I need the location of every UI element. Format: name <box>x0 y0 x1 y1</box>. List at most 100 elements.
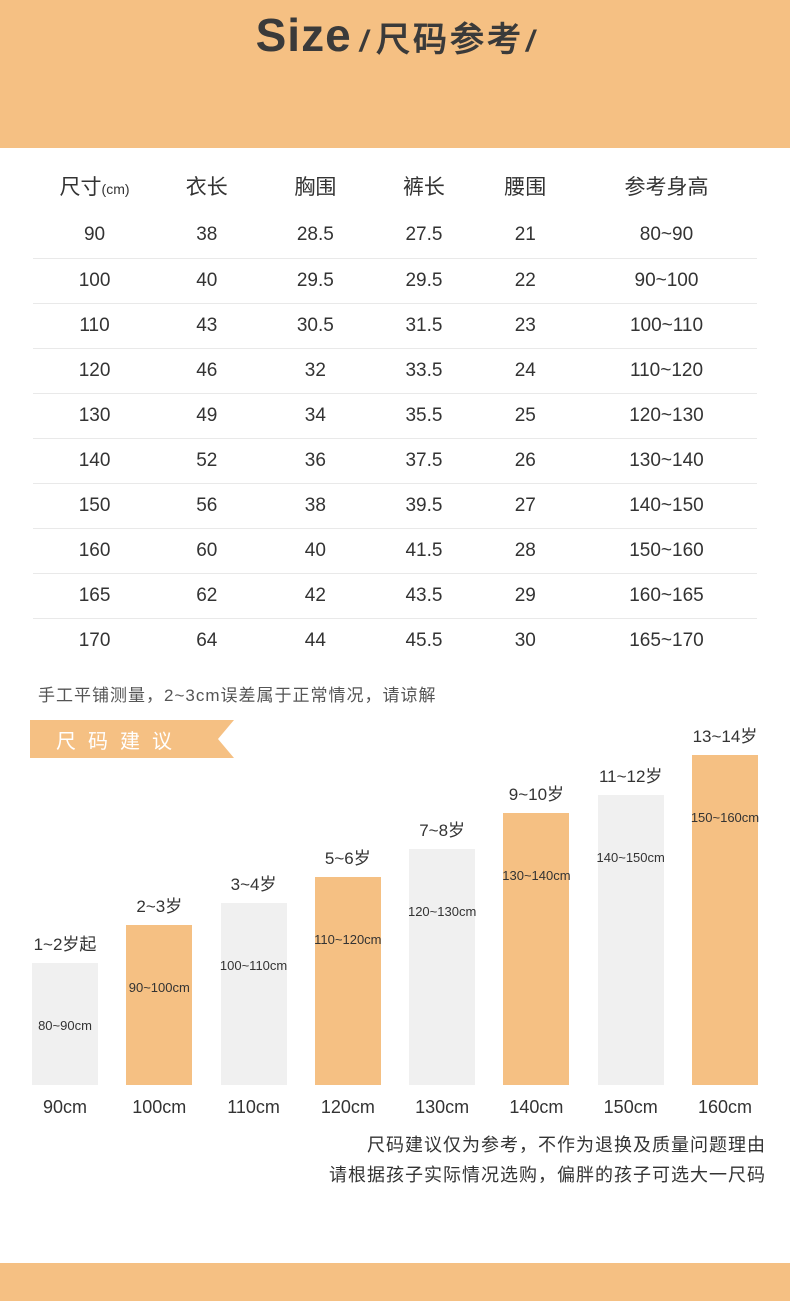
title-end-slash: / <box>526 25 535 58</box>
size-bar-column-120cm: 5~6岁 110~120cm 120cm <box>314 844 381 1118</box>
x-axis-label: 150cm <box>603 1097 658 1117</box>
size-table-cell: 40 <box>156 257 258 303</box>
size-table: 尺寸(cm) 衣长 胸围 裤长 腰围 参考身高 90 38 28.5 27.5 21 80~90 10… <box>33 158 757 663</box>
size-table-cell: 52 <box>156 437 258 483</box>
size-table-cell: 100~110 <box>575 302 757 348</box>
size-table-cell: 120~130 <box>575 392 757 438</box>
size-table-cell: 22 <box>474 257 576 303</box>
size-bar-column-90cm: 1~2岁起 80~90cm 90cm <box>32 930 98 1118</box>
age-label: 2~3岁 <box>136 897 183 916</box>
size-table-cell: 36 <box>257 437 374 483</box>
size-table-cell: 110 <box>33 302 157 348</box>
size-table-cell: 110~120 <box>575 347 757 393</box>
size-table-cell: 130 <box>33 392 157 438</box>
size-table-cell: 21 <box>514 224 536 246</box>
size-table-row: 90 38 28.5 27.5 21 80~90 <box>33 213 757 258</box>
size-table-row: 165 62 42 43.5 29 160~165 <box>33 572 757 618</box>
size-table-row: 170 64 44 45.5 30 165~170 <box>33 617 757 663</box>
size-table-cell: 37.5 <box>373 437 475 483</box>
size-table-cell: 165 <box>33 572 157 618</box>
size-table-row: 160 60 40 41.5 28 150~160 <box>33 527 757 573</box>
size-table-cell: 27 <box>474 482 576 528</box>
size-table-cell: 32 <box>257 347 374 393</box>
title-divider-slash: / <box>359 25 369 58</box>
x-axis-label: 90cm <box>42 1097 87 1117</box>
height-range-label: 120~130cm <box>407 904 477 919</box>
title-chinese: 尺码参考 <box>376 21 525 59</box>
size-table-row: 120 46 32 33.5 24 110~120 <box>33 347 757 393</box>
size-table-cell: 42 <box>257 572 374 618</box>
size-table-column-header: 参考身高 <box>624 175 709 199</box>
size-table-cell: 26 <box>474 437 576 483</box>
size-table-cell: 120 <box>33 347 157 393</box>
age-label: 1~2岁起 <box>33 935 97 954</box>
size-table-cell: 44 <box>257 617 374 663</box>
size-table-cell: 25 <box>474 392 576 438</box>
size-table-cell: 35.5 <box>373 392 475 438</box>
size-table-cell: 90 <box>83 224 106 246</box>
size-table-cell: 23 <box>474 302 576 348</box>
size-bar-column-160cm: 13~14岁 150~160cm 160cm <box>690 722 760 1118</box>
size-table-cell: 100 <box>33 257 157 303</box>
size-table-cell: 29.5 <box>257 257 374 303</box>
size-table-cell: 38 <box>257 482 374 528</box>
bottom-strip <box>0 1263 790 1301</box>
size-table-column-header: 尺寸(cm) <box>59 175 130 199</box>
size-table-cell: 30 <box>474 617 576 663</box>
size-table-cell: 30.5 <box>257 302 374 348</box>
size-table-row: 100 40 29.5 29.5 22 90~100 <box>33 257 757 303</box>
size-table-row: 150 56 38 39.5 27 140~150 <box>33 482 757 528</box>
size-table-cell: 130~140 <box>575 437 757 483</box>
height-bar: 120~130cm <box>407 849 477 1085</box>
size-table-cell: 160~165 <box>575 572 757 618</box>
size-table-column-header: 胸围 <box>294 175 337 199</box>
size-bar-column-150cm: 11~12岁 140~150cm 150cm <box>596 762 665 1118</box>
age-label: 9~10岁 <box>508 785 565 804</box>
page-title: Size / 尺码参考 / <box>256 8 535 62</box>
size-table-cell: 28.5 <box>296 224 334 246</box>
x-axis-label: 130cm <box>415 1097 470 1117</box>
size-table-cell: 29 <box>474 572 576 618</box>
size-bar-column-140cm: 9~10岁 130~140cm 140cm <box>502 780 571 1118</box>
age-label: 7~8岁 <box>419 821 466 840</box>
height-range-label: 150~160cm <box>690 810 760 825</box>
size-table-cell: 62 <box>156 572 258 618</box>
size-table-cell: 43 <box>156 302 258 348</box>
title-english: Size <box>255 9 352 61</box>
age-label: 5~6岁 <box>324 849 371 868</box>
size-table-cell: 49 <box>156 392 258 438</box>
size-table-row: 130 49 34 35.5 25 120~130 <box>33 392 757 438</box>
height-range-label: 130~140cm <box>502 868 571 883</box>
size-table-cell: 80~90 <box>639 224 694 246</box>
height-range-label: 140~150cm <box>596 850 665 865</box>
size-table-cell: 40 <box>257 527 374 573</box>
age-label: 3~4岁 <box>230 875 277 894</box>
size-table-cell: 140 <box>33 437 157 483</box>
size-table-cell: 45.5 <box>373 617 475 663</box>
size-table-cell: 34 <box>257 392 374 438</box>
size-advice-bar-chart: 1~2岁起 80~90cm 90cm 2~3岁 90~100cm 100cm 3~4岁 100… <box>32 722 760 1118</box>
size-bar-column-130cm: 7~8岁 120~130cm 130cm <box>407 816 477 1118</box>
size-table-cell: 160 <box>33 527 157 573</box>
height-bar: 80~90cm <box>32 963 98 1085</box>
size-table-column-header: 裤长 <box>402 175 445 199</box>
size-table-cell: 170 <box>33 617 157 663</box>
height-bar: 100~110cm <box>219 903 288 1085</box>
size-table-cell: 43.5 <box>373 572 475 618</box>
size-table-cell: 165~170 <box>575 617 757 663</box>
size-table-cell: 60 <box>156 527 258 573</box>
height-range-label: 100~110cm <box>219 958 288 973</box>
height-range-label: 90~100cm <box>128 980 190 995</box>
size-table-row: 140 52 36 37.5 26 130~140 <box>33 437 757 483</box>
x-axis-label: 100cm <box>132 1097 187 1117</box>
measurement-note: 手工平铺测量，2~3cm误差属于正常情况，请谅解 <box>38 686 437 705</box>
size-table-cell: 24 <box>474 347 576 393</box>
size-table-cell: 64 <box>156 617 258 663</box>
age-label: 11~12岁 <box>598 767 663 786</box>
size-table-cell: 39.5 <box>373 482 475 528</box>
disclaimer-notes: 尺码建议仅为参考，不作为退换及质量问题理由 请根据孩子实际情况选购，偏胖的孩子可… <box>0 1130 766 1190</box>
size-table-cell: 90~100 <box>575 257 757 303</box>
size-table-cell: 41.5 <box>373 527 475 573</box>
size-table-cell: 29.5 <box>373 257 475 303</box>
